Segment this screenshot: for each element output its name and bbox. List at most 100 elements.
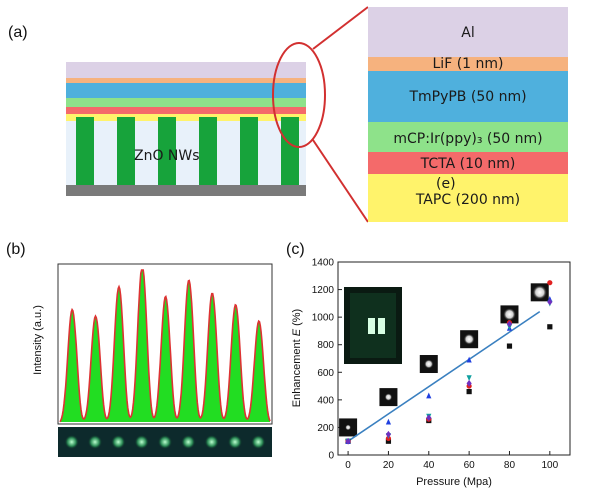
zoom-layer-al [368, 7, 568, 57]
ylabel-pre: Enhancement [291, 336, 303, 407]
panel-label-a: (a) [8, 24, 28, 41]
thumbnail-spot-4 [463, 333, 475, 345]
layer-label-tcta: TCTA (10 nm) [420, 156, 516, 172]
chart-points [345, 280, 553, 445]
thumbnail-spot-6 [532, 284, 548, 300]
zoom-layer-lif [368, 57, 568, 71]
device-photo-inset [344, 287, 402, 364]
point-square-100 [547, 324, 553, 330]
panel-label-b: (b) [6, 241, 26, 258]
emission-image-strip [58, 427, 272, 457]
strip-spot-8 [228, 435, 242, 449]
ytick-label-1400: 1400 [312, 258, 335, 269]
layer-label-lif: LiF (1 nm) [433, 56, 504, 72]
intensity-curve [59, 269, 271, 423]
layer-label-mcp: mCP:Ir(ppy)₃ (50 nm) [393, 131, 542, 147]
device-photo-pixel-1 [368, 318, 375, 334]
nanowire-1 [76, 117, 94, 185]
ytick-label-1200: 1200 [312, 285, 335, 296]
chart-insets [339, 283, 549, 437]
point-square-60 [466, 388, 472, 395]
ytick-label-0: 0 [328, 451, 334, 462]
xtick-label-60: 60 [464, 460, 476, 471]
nanowire-3 [158, 117, 176, 185]
strip-spots [64, 435, 266, 449]
point-triangle-down-60 [466, 375, 472, 381]
point-diamond-40 [426, 414, 432, 422]
inline-note: (e) [436, 176, 456, 192]
point-diamond-0 [345, 437, 351, 445]
point-diamond-20 [385, 430, 392, 438]
zoom-layer-tapc [368, 174, 568, 222]
thumbnail-spot-2 [384, 393, 393, 401]
point-circle-100 [547, 280, 553, 286]
stack-tcta [66, 107, 306, 114]
strip-spot-7 [204, 435, 219, 449]
zoom-ellipse [272, 42, 326, 148]
ylabel-italic: E [291, 328, 303, 336]
thumbnail-spot-3 [423, 359, 434, 369]
emission-thumbnail-3 [419, 355, 438, 374]
strip-spot-1 [64, 435, 79, 449]
strip-spot-6 [181, 435, 196, 449]
stack-al [66, 62, 306, 78]
ytick-label-1000: 1000 [312, 313, 335, 324]
device-stack-small: ZnO NWs [66, 62, 306, 196]
strip-spot-2 [88, 435, 102, 449]
xtick-label-80: 80 [504, 460, 516, 471]
layer-label-al: Al [461, 25, 474, 41]
nanowire-5 [240, 117, 258, 185]
point-square-20 [385, 438, 392, 444]
chart-xlabel: Pressure (Mpa) [416, 476, 492, 488]
zoom-layer-tcta [368, 152, 568, 174]
nanowire-2 [117, 117, 135, 185]
emission-thumbnail-2 [379, 388, 398, 407]
intensity-plot [57, 263, 273, 425]
emission-thumbnail-6 [530, 283, 549, 302]
fit-line [347, 310, 541, 442]
nanowire-4 [199, 117, 217, 185]
device-photo-pixel-2 [378, 318, 385, 334]
thumbnail-spot-1 [345, 424, 352, 431]
nanowire-matrix [66, 121, 306, 185]
zoom-layer-mcp [368, 122, 568, 152]
strip-spot-9 [251, 435, 266, 449]
ylabel-post: (%) [291, 309, 303, 329]
point-square-80 [506, 343, 513, 349]
zoom-line-bottom [312, 139, 369, 223]
emission-thumbnail-4 [460, 330, 479, 349]
nanowire-6 [281, 117, 299, 185]
chart-ylabel: Enhancement E (%) [291, 309, 303, 407]
xtick-label-40: 40 [423, 460, 435, 471]
layer-label-tapc: TAPC (200 nm) [415, 192, 520, 208]
zno-nanowires [76, 117, 299, 185]
ytick-label-600: 600 [317, 368, 334, 379]
point-diamond-60 [466, 379, 472, 387]
ytick-label-400: 400 [317, 395, 334, 406]
point-triangle-up-40 [426, 392, 432, 399]
stack-mcp [66, 98, 306, 107]
stack-tapc [66, 114, 306, 121]
point-diamond-80 [506, 320, 513, 328]
zoom-line-top [312, 6, 369, 50]
device-stack-zoom: Al LiF (1 nm) TmPyPB (50 nm) mCP:Ir(ppy)… [368, 7, 568, 222]
xtick-label-0: 0 [345, 460, 351, 471]
point-triangle-up-20 [385, 418, 392, 425]
ytick-label-800: 800 [317, 340, 334, 351]
ytick-label-200: 200 [317, 423, 334, 434]
point-triangle-up-60 [466, 356, 472, 363]
strip-spot-4 [134, 435, 149, 449]
emission-thumbnail-1 [339, 418, 358, 437]
emission-thumbnail-5 [500, 305, 519, 324]
thumbnail-spot-5 [502, 307, 517, 321]
xtick-label-20: 20 [383, 460, 395, 471]
strip-spot-5 [158, 435, 172, 449]
strip-spot-3 [111, 435, 126, 449]
layer-label-tmpypb: TmPyPB (50 nm) [408, 89, 526, 105]
xtick-label-100: 100 [541, 460, 558, 471]
panel-label-c: (c) [286, 241, 305, 258]
stack-lif [66, 78, 306, 83]
